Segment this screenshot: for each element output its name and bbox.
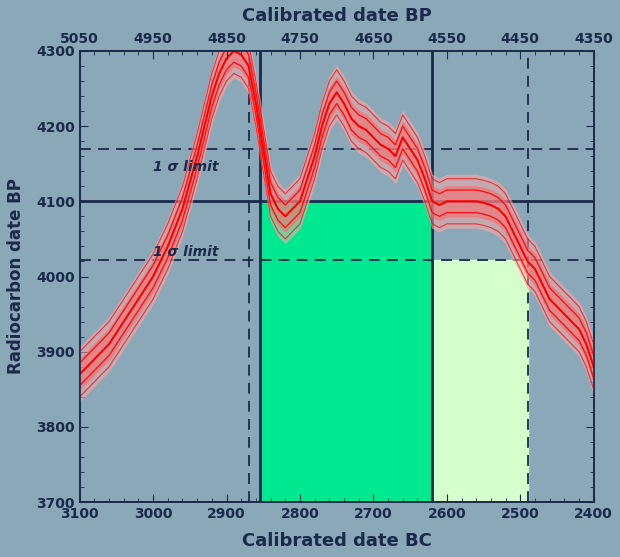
Text: 1 σ limit: 1 σ limit [153, 245, 219, 259]
Bar [432, 260, 528, 502]
Y-axis label: Radiocarbon date BP: Radiocarbon date BP [7, 179, 25, 374]
X-axis label: Calibrated date BP: Calibrated date BP [242, 7, 432, 25]
X-axis label: Calibrated date BC: Calibrated date BC [242, 532, 432, 550]
Bar [260, 201, 432, 502]
Text: 1 σ limit: 1 σ limit [153, 160, 219, 174]
